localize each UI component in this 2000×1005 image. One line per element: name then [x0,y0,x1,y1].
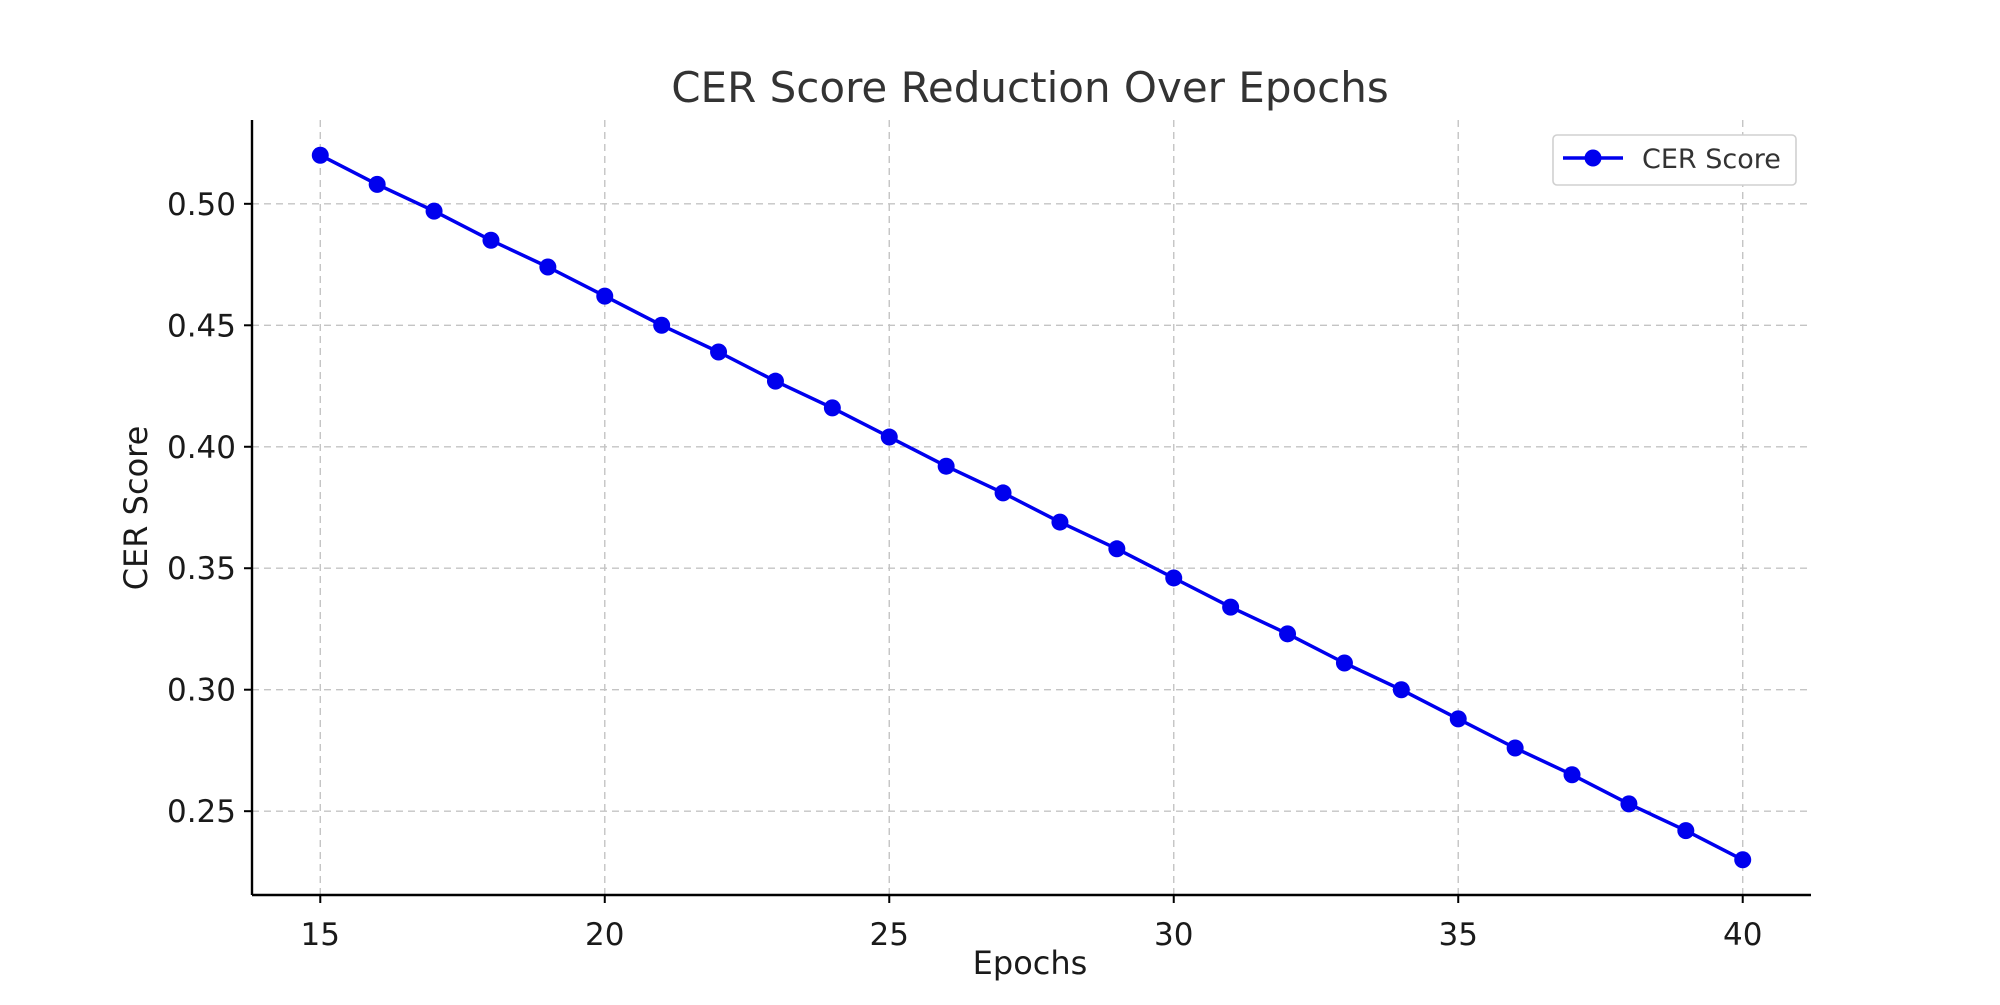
data-point [937,457,955,475]
x-tick-label: 30 [1154,917,1193,953]
legend-label: CER Score [1642,144,1781,175]
y-tick-label: 0.45 [167,308,236,344]
y-tick-label: 0.25 [167,794,236,830]
data-point [1279,625,1297,643]
data-point [823,399,841,417]
data-point [653,316,671,334]
x-tick-label: 15 [301,917,340,953]
legend-marker-swatch [1584,149,1602,167]
data-point [1563,766,1581,784]
data-point [994,484,1012,502]
data-point [1335,654,1353,672]
y-axis-label: CER Score [117,426,155,591]
data-point [880,428,898,446]
data-point [539,258,557,276]
data-point [1392,681,1410,699]
data-point [425,202,443,220]
data-point [1222,598,1240,616]
data-point [1108,540,1126,558]
tick-labels: 15 20 25 30 35 40 0.25 0.30 0.35 0.40 0.45 0.50 [167,187,1762,953]
data-point [1620,795,1638,813]
data-point [1165,569,1183,587]
x-tick-label: 25 [870,917,909,953]
data-point [1449,710,1467,728]
data-point [596,287,614,305]
data-point [1677,822,1695,840]
y-tick-label: 0.30 [167,673,236,709]
series-line [319,153,1744,862]
data-point [710,343,728,361]
x-tick-label: 35 [1439,917,1478,953]
chart-title: CER Score Reduction Over Epochs [671,63,1389,112]
y-tick-label: 0.40 [167,430,236,466]
x-axis-label: Epochs [973,944,1088,982]
series-layer [311,146,1752,869]
legend: CER Score [1552,134,1797,186]
data-point [1051,513,1069,531]
x-tick-label: 40 [1723,917,1762,953]
grid [252,120,1811,895]
data-point [482,231,500,249]
data-point [1734,851,1752,869]
data-point [766,372,784,390]
axes [244,120,1811,903]
data-point [311,146,329,164]
legend-box [1552,134,1797,186]
x-tick-label: 20 [585,917,624,953]
data-point [1506,739,1524,757]
y-tick-label: 0.50 [167,187,236,223]
y-tick-label: 0.35 [167,551,236,587]
data-point [368,175,386,193]
